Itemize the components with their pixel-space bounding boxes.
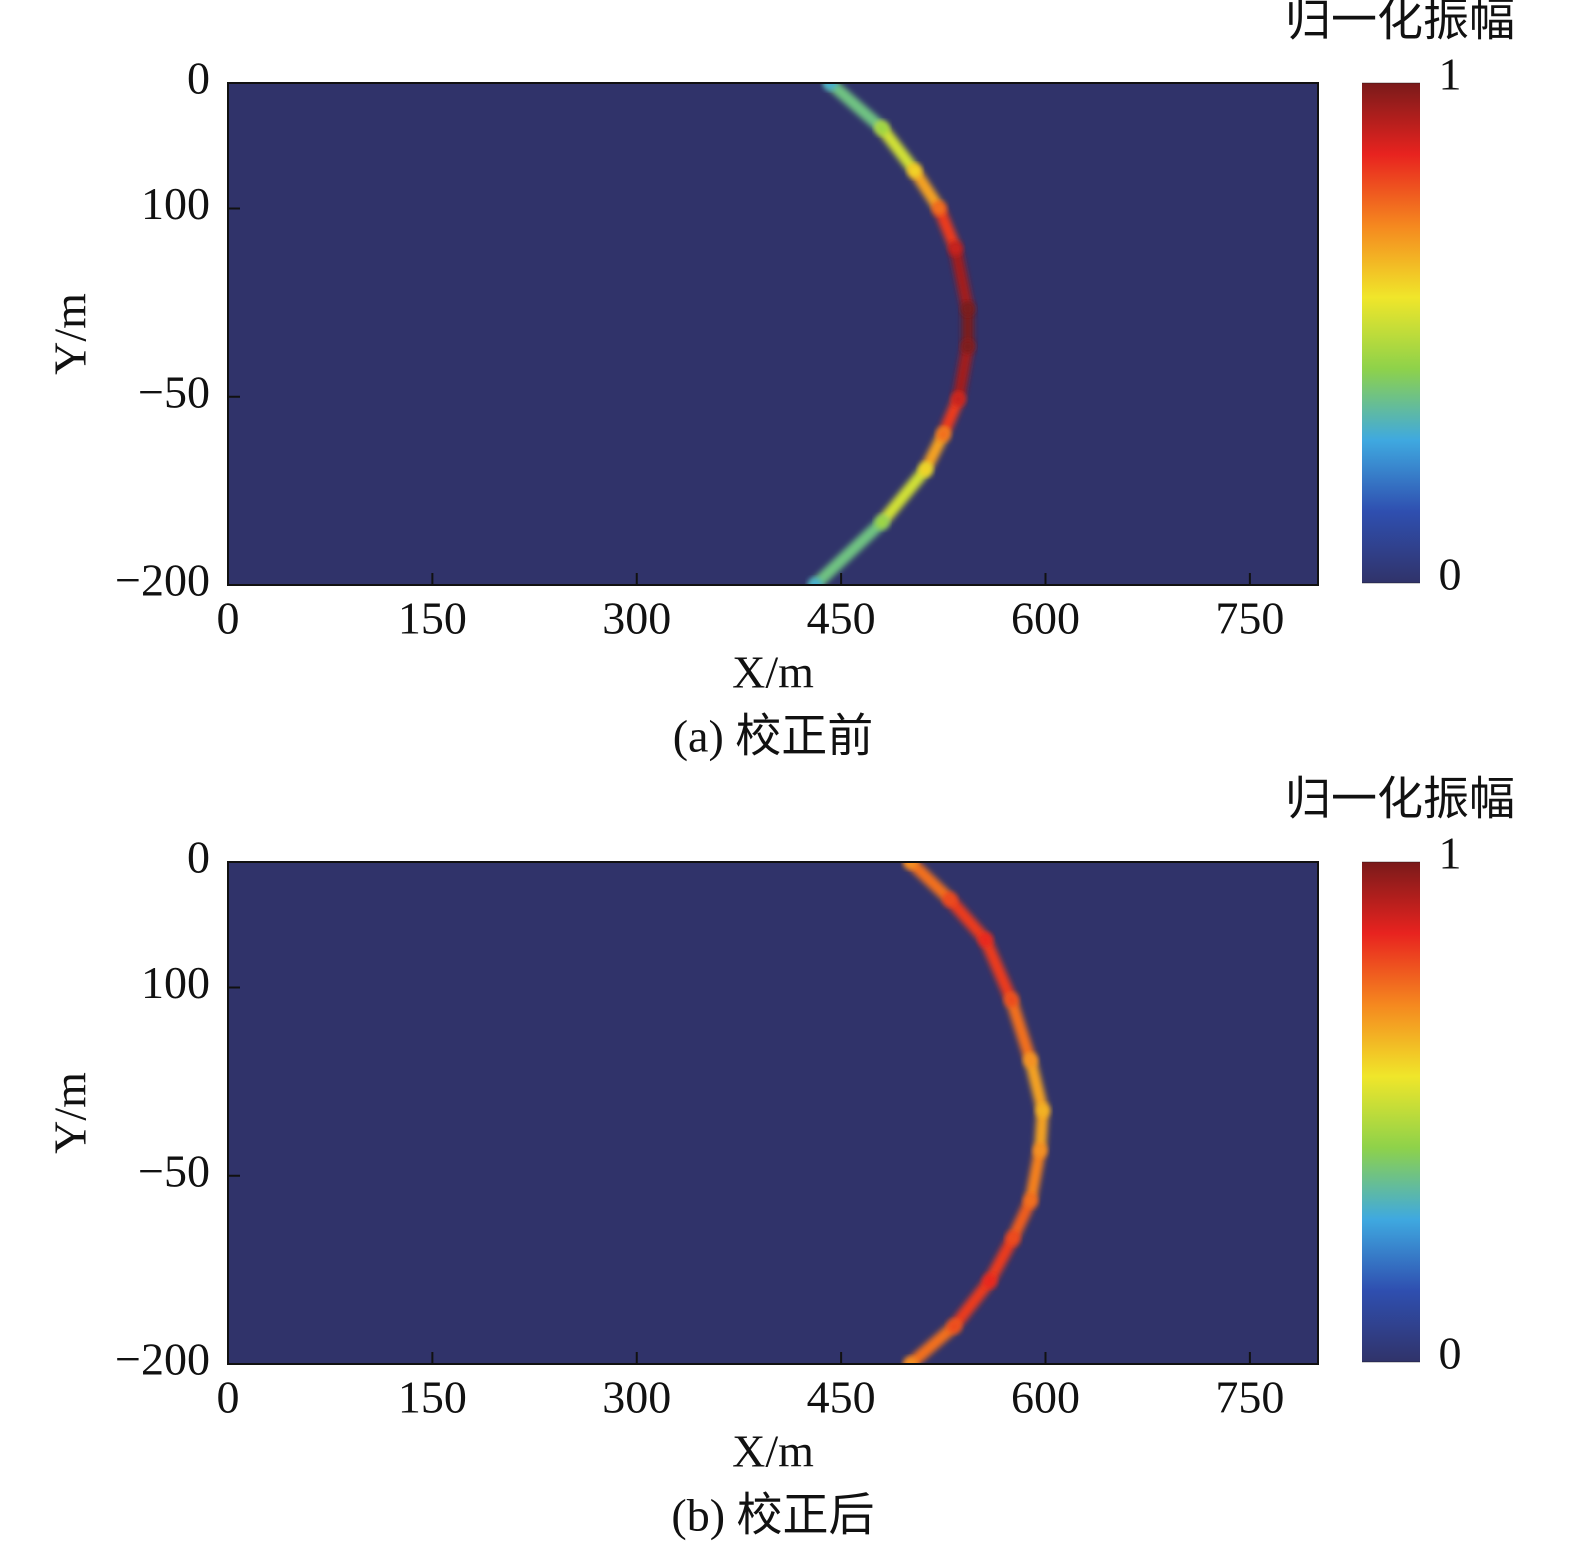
- plot-frame: [227, 861, 1319, 1365]
- y-tick-label: −50: [138, 366, 210, 417]
- ridge-segment: [979, 933, 1018, 1007]
- amplitude-point: [947, 1319, 962, 1334]
- amplitude-point: [907, 163, 922, 178]
- x-tick-label: 600: [1011, 1372, 1080, 1423]
- amplitude-point: [1023, 1053, 1038, 1068]
- amplitude-point: [1005, 1231, 1020, 1246]
- ridge-segment: [908, 164, 946, 215]
- ridge-segment: [876, 122, 921, 177]
- ridge-segment: [944, 893, 992, 946]
- amplitude-point: [823, 83, 838, 90]
- x-tick-label: 750: [1215, 593, 1284, 644]
- ridge-segment: [904, 862, 957, 906]
- y-tick-label: −200: [115, 1334, 210, 1385]
- colorbar-tick-label: 1: [1439, 828, 1462, 879]
- ridge-segment: [983, 1232, 1019, 1288]
- x-tick-label: 750: [1215, 1372, 1284, 1423]
- x-tick-label: 600: [1011, 593, 1080, 644]
- colorbar-tick-label: 1: [1439, 49, 1462, 100]
- y-tick-label: 0: [187, 832, 210, 883]
- ridge-segment: [1005, 994, 1037, 1067]
- ridge-segment: [876, 463, 932, 529]
- x-tick-label: 300: [602, 1372, 671, 1423]
- amplitude-point: [875, 515, 889, 530]
- amplitude-point: [903, 1357, 918, 1364]
- y-axis-label: Y/m: [45, 1072, 96, 1154]
- ridge-segment: [948, 1275, 996, 1333]
- ridge-segment: [933, 202, 962, 255]
- amplitude-point: [1004, 993, 1019, 1008]
- y-axis-label: Y/m: [45, 293, 96, 375]
- amplitude-point: [948, 241, 963, 256]
- y-tick-label: −200: [115, 555, 210, 606]
- heatmap-image: [903, 862, 1050, 1364]
- amplitude-point: [1033, 1143, 1048, 1158]
- ridge-segment: [824, 83, 888, 135]
- amplitude-point: [808, 578, 823, 585]
- amplitude-point: [982, 1274, 997, 1289]
- y-tick-label: −50: [138, 1145, 210, 1196]
- x-axis-label: X/m: [732, 647, 814, 698]
- caption: (a) 校正前: [673, 711, 874, 762]
- ridge-segment: [949, 242, 974, 315]
- x-axis-label: X/m: [732, 1426, 814, 1477]
- heatmap-image: [808, 83, 975, 585]
- amplitude-point: [903, 862, 918, 869]
- caption: (b) 校正后: [671, 1490, 874, 1541]
- x-tick-label: 0: [217, 1372, 240, 1423]
- x-tick-label: 0: [217, 593, 240, 644]
- amplitude-point: [978, 932, 993, 947]
- plot-frame: [227, 82, 1319, 586]
- plot-background: [228, 862, 1318, 1364]
- ridge-segment: [1024, 1054, 1049, 1117]
- amplitude-point: [932, 201, 947, 216]
- x-tick-label: 150: [398, 593, 467, 644]
- amplitude-point: [943, 892, 958, 907]
- ridge-segment: [809, 516, 888, 585]
- x-tick-label: 450: [807, 1372, 876, 1423]
- y-tick-label: 0: [187, 53, 210, 104]
- x-tick-label: 300: [602, 593, 671, 644]
- y-tick-label: 100: [141, 957, 210, 1008]
- colorbar-label: 归一化振幅: [1285, 0, 1515, 46]
- amplitude-point: [1035, 1103, 1050, 1118]
- amplitude-point: [1023, 1193, 1038, 1208]
- x-tick-label: 150: [398, 1372, 467, 1423]
- colorbar-tick-label: 0: [1439, 1328, 1462, 1379]
- colorbar: [1362, 83, 1420, 583]
- colorbar: [1362, 862, 1420, 1362]
- colorbar-tick-label: 0: [1439, 549, 1462, 600]
- amplitude-point: [951, 392, 966, 407]
- amplitude-point: [875, 121, 889, 136]
- amplitude-point: [918, 462, 933, 477]
- amplitude-point: [960, 301, 975, 316]
- ridge-segment: [952, 340, 974, 406]
- y-tick-label: 100: [141, 178, 210, 229]
- colorbar-label: 归一化振幅: [1285, 774, 1515, 825]
- amplitude-point: [960, 339, 975, 354]
- plot-background: [228, 83, 1318, 585]
- amplitude-point: [936, 427, 951, 442]
- ridge-segment: [904, 1320, 961, 1364]
- x-tick-label: 450: [807, 593, 876, 644]
- ridge-segment: [1024, 1144, 1047, 1207]
